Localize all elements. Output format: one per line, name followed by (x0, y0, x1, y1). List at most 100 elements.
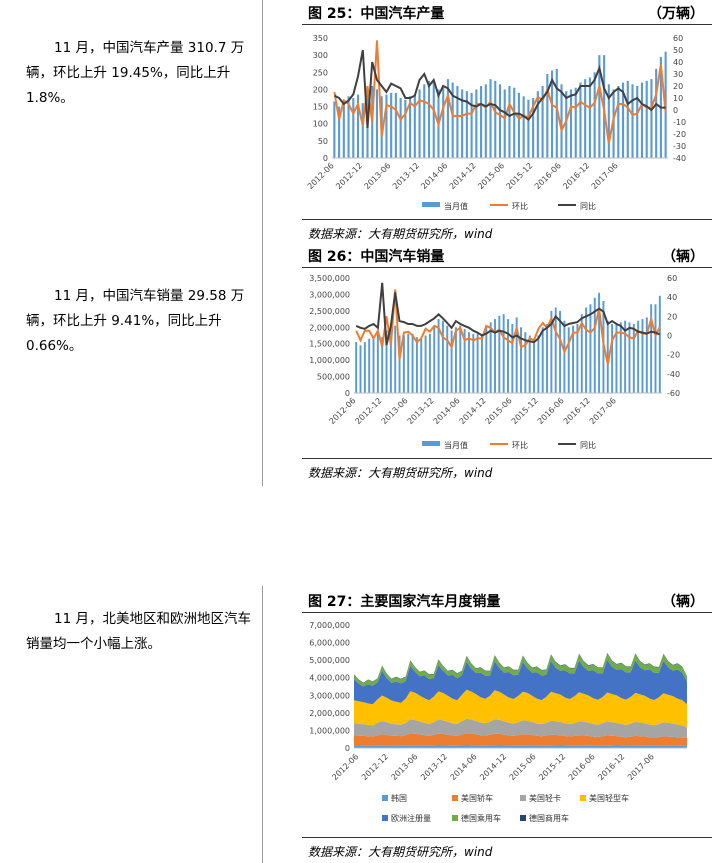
bar (650, 304, 653, 393)
x-tick-label: 2016-12 (596, 752, 626, 782)
bar (637, 320, 640, 393)
legend-label: 环比 (512, 201, 528, 211)
bar (494, 80, 497, 158)
bar (546, 324, 549, 393)
y-tick-label: 5,000,000 (309, 656, 350, 665)
bar (655, 68, 658, 158)
bar (593, 72, 596, 158)
area-series (354, 660, 687, 705)
legend-swatch (452, 795, 458, 801)
legend-swatch (422, 202, 440, 207)
y2-tick-label: 30 (673, 70, 683, 79)
bar (427, 80, 431, 158)
bar (454, 327, 457, 393)
x-tick-label: 2016-12 (561, 161, 591, 191)
y-tick-label: 1,000,000 (309, 356, 350, 365)
y-tick-label: 0 (345, 744, 350, 753)
x-tick-label: 2014-12 (448, 161, 478, 191)
x-tick-label: 2015-06 (508, 752, 538, 782)
bar (381, 337, 384, 393)
paragraph-production: 11 月，中国汽车产量 310.7 万辆，环比上升 19.45%，同比上升 1.… (26, 40, 245, 106)
bar (476, 332, 479, 393)
bar (579, 82, 582, 158)
bar (563, 320, 566, 393)
x-tick-label: 2012-12 (354, 396, 384, 426)
y2-tick-label: -60 (667, 389, 680, 398)
bar (624, 320, 627, 393)
bar (589, 304, 592, 393)
bar (645, 80, 648, 158)
bar (394, 325, 397, 393)
bar (631, 84, 634, 158)
y2-tick-label: 60 (667, 274, 677, 283)
bar (511, 324, 514, 393)
bar (420, 338, 423, 393)
figure-unit: （辆） (662, 594, 704, 610)
bar (489, 79, 492, 158)
legend-label: 同比 (580, 440, 596, 450)
x-tick-label: 2017-06 (590, 161, 620, 191)
y-tick-label: 200 (313, 85, 328, 94)
x-tick-label: 2012-06 (328, 396, 358, 426)
y-tick-label: 2,000,000 (309, 323, 350, 332)
bar (428, 333, 431, 393)
bar (588, 77, 591, 158)
bar (451, 82, 454, 158)
bar (465, 91, 468, 158)
bar (398, 335, 401, 393)
x-tick-label: 2016-06 (567, 752, 597, 782)
bar (375, 89, 379, 158)
bar (584, 79, 587, 158)
area-series (354, 689, 687, 728)
bar (442, 87, 445, 158)
bar (342, 99, 345, 158)
figure-sales: 图 26：中国汽车销量 （辆） 0 500,000 1,000,000 1,500,0… (302, 246, 712, 481)
bar (352, 98, 355, 158)
x-tick-label: 2015-12 (537, 752, 567, 782)
bar (640, 82, 644, 158)
legend-swatch (580, 795, 586, 801)
y2-tick-label: 40 (667, 293, 677, 302)
legend-label: 美国轻型车 (589, 793, 629, 803)
legend-label: 韩国 (391, 793, 407, 803)
bar (598, 292, 601, 393)
area-series (354, 745, 687, 748)
y2-tick-label: 20 (673, 82, 683, 91)
x-tick-label: 2014-06 (419, 161, 449, 191)
bar (658, 295, 661, 393)
area-series (354, 733, 687, 746)
y-tick-label: 3,000,000 (309, 691, 350, 700)
y2-tick-label: -20 (667, 351, 680, 360)
bar (402, 335, 405, 393)
bar (546, 74, 549, 158)
sales-chart: 0 500,000 1,000,000 1,500,000 2,000,000 2,500… (309, 274, 680, 450)
figure-unit: （辆） (662, 249, 704, 265)
bar (536, 91, 539, 158)
x-tick-label: 2016-06 (536, 396, 566, 426)
bar (437, 319, 440, 393)
bar (654, 304, 657, 393)
x-tick-label: 2012-06 (306, 161, 336, 191)
y-tick-label: 250 (313, 68, 328, 77)
y2-tick-label: 0 (673, 106, 678, 115)
bar (559, 310, 562, 393)
bar (418, 89, 421, 158)
bar (574, 87, 577, 158)
bar (485, 327, 488, 393)
bar (593, 297, 596, 393)
bar (541, 86, 544, 158)
y2-tick-label: 60 (673, 34, 683, 43)
bar (560, 84, 563, 158)
bar (650, 79, 653, 158)
bar (611, 324, 614, 393)
bar (409, 96, 412, 158)
bar (532, 98, 535, 158)
bar (463, 328, 466, 393)
figure-title: 图 26：中国汽车销量 (308, 249, 445, 265)
bar (528, 335, 531, 393)
bar (617, 86, 620, 158)
bar (567, 327, 570, 393)
legend-label: 同比 (580, 201, 596, 211)
bar (555, 68, 558, 158)
bar (404, 99, 407, 158)
